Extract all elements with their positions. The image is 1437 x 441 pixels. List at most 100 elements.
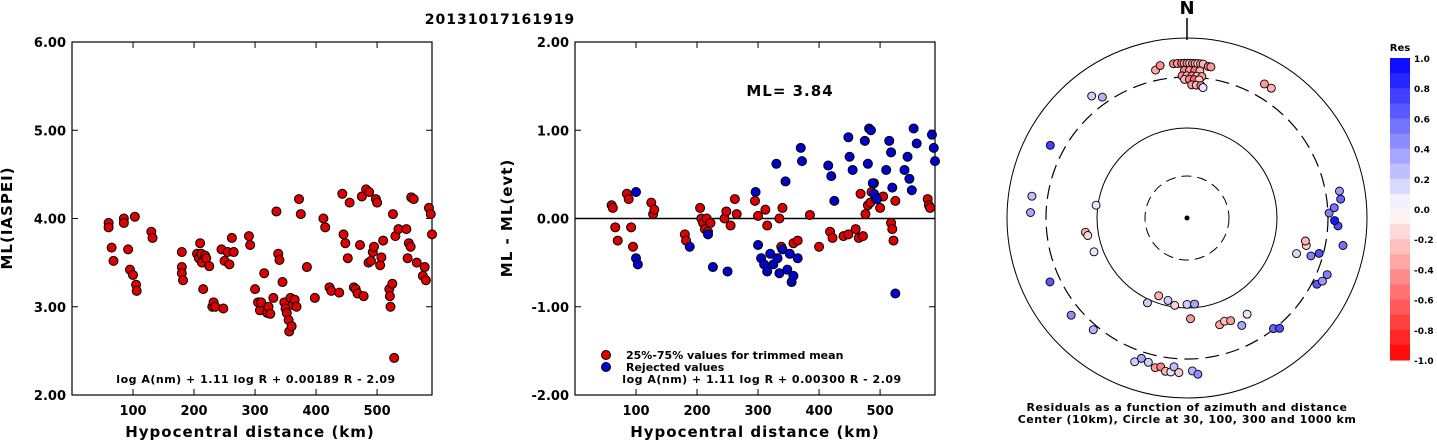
residual-data-point <box>928 142 939 153</box>
polar-caption-line1: Residuals as a function of azimuth and d… <box>1027 401 1348 414</box>
azimuth-data-point <box>1163 295 1173 305</box>
azimuth-data-point <box>1198 83 1208 93</box>
ml-data-point <box>405 241 416 252</box>
colorbar-cell <box>1390 239 1410 255</box>
residual-data-point <box>862 158 873 169</box>
ml-data-point <box>387 278 398 289</box>
ml-y-axis-title: ML(IASPEI) <box>0 166 16 269</box>
residual-data-point <box>612 235 623 246</box>
ml-scatter-panel: 100 200 300 400 500 2.00 3.00 4.00 5.00 6.00 log … <box>0 36 437 441</box>
residual-scatter-panel: 100 200 300 400 500 -2.00 -1.00 0.00 1.00 2.00 ML… <box>498 36 940 441</box>
azimuth-data-point <box>1314 248 1324 258</box>
ml-data-point <box>364 187 375 198</box>
ml-data-point <box>425 209 436 220</box>
legend-label-rejected: Rejected values <box>626 361 725 374</box>
azimuth-data-point <box>1087 91 1097 101</box>
residual-data-point <box>904 173 915 184</box>
ml-data-point <box>372 197 383 208</box>
residual-data-point <box>796 156 807 167</box>
residual-data-point <box>777 244 788 255</box>
ml-data-point <box>369 241 380 252</box>
residual-data-point <box>788 270 799 281</box>
ml-data-point <box>340 238 351 249</box>
ml-data-point <box>389 352 400 363</box>
ml-y-tick-label: 6.00 <box>34 36 66 51</box>
ml-data-point <box>204 261 215 272</box>
ml-y-tick-label: 3.00 <box>34 301 66 316</box>
colorbar-cell <box>1390 73 1410 89</box>
residual-data-point <box>753 210 764 221</box>
ml-data-point <box>378 235 389 246</box>
ml-data-point <box>338 229 349 240</box>
azimuth-data-point <box>1045 277 1055 287</box>
residual-data-point <box>760 204 771 215</box>
residual-data-point <box>780 176 791 187</box>
azimuth-data-point <box>1306 251 1316 261</box>
ml-data-point <box>291 301 302 312</box>
ml-data-point <box>408 194 419 205</box>
residual-y-tick-label: 0.00 <box>537 213 569 228</box>
residual-data-point <box>607 202 618 213</box>
colorbar-cells <box>1390 58 1410 361</box>
residual-data-point <box>695 202 706 213</box>
residual-data-point <box>843 132 854 143</box>
residual-data-point <box>867 178 878 189</box>
ml-data-point <box>411 257 422 268</box>
azimuth-data-point <box>1300 236 1310 246</box>
residual-data-point <box>884 135 895 146</box>
ml-data-point <box>401 224 412 235</box>
ml-data-point <box>268 292 279 303</box>
azimuth-data-point <box>1142 298 1152 308</box>
ml-data-point <box>198 284 209 295</box>
residual-data-point <box>703 229 714 240</box>
residual-data-point <box>843 229 854 240</box>
ml-data-point <box>318 213 329 224</box>
residual-data-point <box>827 232 838 243</box>
colorbar-tick-label: 0.6 <box>1414 115 1430 125</box>
ml-x-tick-label: 100 <box>119 404 146 419</box>
ml-data-point <box>334 287 345 298</box>
legend-marker-rejected <box>601 362 611 372</box>
ml-data-point <box>342 253 353 264</box>
colorbar: Res 1.0 0.8 0.6 0.4 0.2 0.0 -0.2 -0.4 -0.6 -0.8 -1… <box>1390 43 1434 367</box>
ml-data-point <box>243 231 254 242</box>
colorbar-cell <box>1390 118 1410 134</box>
residual-data-point <box>623 194 634 205</box>
ml-data-point <box>108 255 119 266</box>
azimuth-data-point <box>1089 247 1099 257</box>
ml-data-point <box>265 308 276 319</box>
residual-data-point <box>626 222 637 233</box>
figure-title: 20131017161919 <box>425 12 575 28</box>
residual-data-point <box>610 222 621 233</box>
ml-data-point <box>250 284 261 295</box>
azimuth-data-points <box>1026 58 1348 379</box>
residual-data-point <box>844 151 855 162</box>
residual-data-point <box>850 224 861 235</box>
ml-data-point <box>271 206 282 217</box>
azimuth-data-point <box>1026 208 1035 217</box>
azimuth-data-point <box>1154 291 1164 301</box>
residual-data-point <box>872 194 883 205</box>
residual-y-axis-title: ML - ML(evt) <box>498 159 516 277</box>
azimuth-data-point <box>1155 61 1165 71</box>
residual-data-point <box>881 164 892 175</box>
residual-data-point <box>792 235 803 246</box>
azimuth-data-point <box>1170 300 1180 310</box>
circle-1000km <box>1006 37 1368 399</box>
residual-data-point <box>858 231 868 242</box>
residual-x-tick-label: 200 <box>683 404 710 419</box>
residual-data-point <box>887 182 898 193</box>
ml-data-point <box>178 275 189 286</box>
residual-x-tick-label: 100 <box>622 404 649 419</box>
azimuth-data-point <box>1242 309 1252 319</box>
azimuth-data-point <box>1237 321 1247 330</box>
residual-data-point <box>886 147 897 158</box>
residual-axis-ticks: 100 200 300 400 500 -2.00 -1.00 0.00 1.00 2.00 <box>532 36 935 419</box>
ml-data-point <box>123 244 134 255</box>
polar-caption-line2: Center (10km), Circle at 30, 100, 300 an… <box>1018 413 1357 426</box>
ml-data-point <box>402 253 413 264</box>
residual-data-point <box>911 138 922 149</box>
colorbar-cell <box>1390 133 1410 150</box>
colorbar-cell <box>1390 284 1410 301</box>
